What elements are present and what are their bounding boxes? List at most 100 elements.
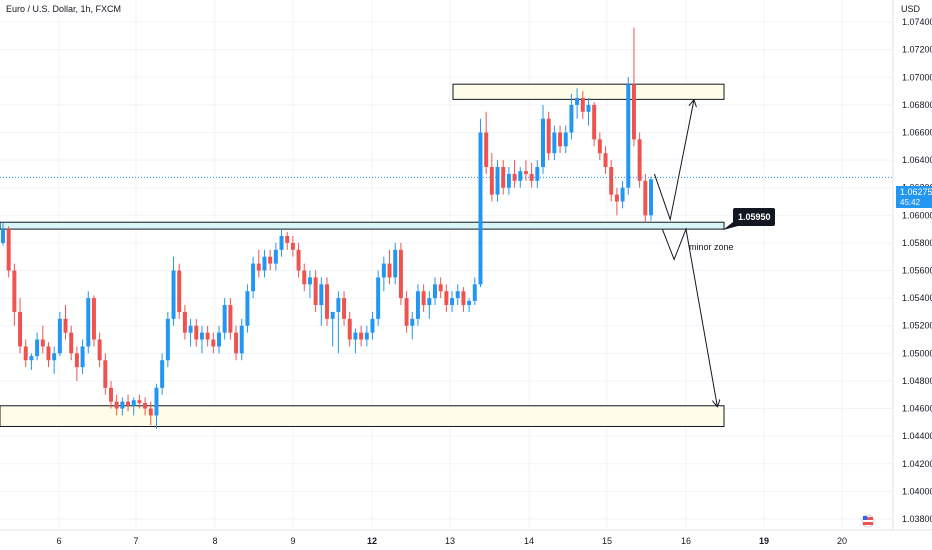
candle-body bbox=[23, 346, 28, 361]
flag-icon-red bbox=[863, 517, 873, 520]
upper-zone[interactable] bbox=[452, 83, 725, 100]
candle bbox=[273, 242, 278, 271]
candle-body bbox=[541, 118, 545, 168]
candle bbox=[74, 346, 79, 381]
flag-icon-blue bbox=[863, 516, 867, 520]
time-tick-9: 19 bbox=[759, 536, 769, 546]
flag-icon[interactable] bbox=[861, 514, 875, 528]
candle bbox=[614, 187, 619, 216]
candle-body bbox=[273, 249, 278, 264]
minor-zone[interactable] bbox=[0, 221, 725, 230]
candle bbox=[484, 111, 489, 174]
price-tick-9: 1.05600 bbox=[902, 266, 932, 276]
price-tick-13: 1.04800 bbox=[902, 376, 932, 386]
candle-body bbox=[1, 229, 5, 243]
candle-body bbox=[205, 332, 210, 340]
candle bbox=[171, 256, 176, 326]
candle-body bbox=[194, 325, 199, 340]
candle-body bbox=[69, 332, 74, 354]
last-price-badge: 1.06275 45:42 bbox=[896, 186, 932, 208]
candle-body bbox=[63, 318, 68, 333]
candle-body bbox=[592, 104, 597, 140]
minor-zone-label: minor zone bbox=[689, 242, 734, 252]
candle-body bbox=[427, 298, 432, 306]
candle-body bbox=[171, 270, 176, 319]
time-tick-10: 20 bbox=[837, 536, 847, 546]
candle-body bbox=[489, 167, 494, 195]
candle bbox=[262, 249, 267, 278]
candle bbox=[245, 284, 250, 333]
price-axis[interactable]: 1.07400 1.07200 1.07000 1.06800 1.06600 1.064… bbox=[902, 17, 932, 524]
candle bbox=[302, 263, 307, 292]
candle bbox=[518, 167, 523, 188]
candle-body bbox=[586, 104, 591, 112]
candle bbox=[393, 242, 398, 285]
price-tick-15: 1.04400 bbox=[902, 431, 932, 441]
candle-body bbox=[398, 249, 403, 299]
price-tick-2: 1.07000 bbox=[902, 72, 932, 82]
candle bbox=[194, 318, 199, 347]
candle bbox=[307, 270, 312, 299]
candle-body bbox=[103, 360, 108, 388]
candle-body bbox=[353, 332, 358, 340]
time-axis[interactable]: 6 7 8 9 12 13 14 15 16 19 20 bbox=[56, 536, 847, 546]
candle bbox=[29, 353, 34, 370]
candle bbox=[575, 88, 580, 119]
candle-body bbox=[620, 187, 625, 202]
candle bbox=[353, 328, 358, 354]
candle-body bbox=[370, 318, 375, 333]
candle-body bbox=[381, 263, 386, 278]
lower-zone[interactable] bbox=[0, 405, 725, 427]
candle-body bbox=[347, 318, 352, 340]
price-callout[interactable]: 1.05950 bbox=[723, 208, 775, 230]
candle bbox=[535, 160, 540, 188]
candle bbox=[410, 311, 415, 340]
candle-body bbox=[251, 263, 256, 292]
candle bbox=[643, 173, 648, 223]
bearish-path[interactable] bbox=[661, 227, 717, 406]
candle-body bbox=[359, 332, 364, 340]
candle-body bbox=[256, 263, 261, 271]
candle-body bbox=[131, 400, 136, 406]
price-callout-value: 1.05950 bbox=[738, 212, 771, 222]
time-tick-7: 15 bbox=[602, 536, 612, 546]
candle bbox=[586, 97, 591, 126]
candle bbox=[69, 325, 74, 361]
candle-body bbox=[433, 284, 437, 299]
candle bbox=[114, 394, 119, 416]
candle bbox=[228, 298, 233, 340]
grid-lines bbox=[0, 0, 893, 530]
candle-body bbox=[455, 291, 460, 299]
candle-body bbox=[404, 298, 409, 326]
price-tick-7: 1.06000 bbox=[902, 210, 932, 220]
candle-body bbox=[421, 291, 426, 306]
candle bbox=[649, 176, 653, 221]
candle bbox=[46, 342, 51, 368]
candle-body bbox=[120, 401, 125, 409]
price-zones bbox=[0, 83, 725, 427]
candle-body bbox=[330, 311, 335, 319]
candle-body bbox=[12, 270, 17, 312]
currency-label: USD bbox=[901, 4, 921, 14]
candle-body bbox=[580, 97, 585, 112]
time-tick-2: 8 bbox=[212, 536, 217, 546]
candle-body bbox=[234, 332, 239, 354]
price-tick-5: 1.06400 bbox=[902, 155, 932, 165]
candle bbox=[620, 180, 625, 209]
candle bbox=[404, 291, 409, 333]
candle bbox=[637, 132, 642, 188]
candle-body bbox=[484, 132, 489, 168]
candle-body bbox=[290, 242, 295, 250]
bullish-path[interactable] bbox=[653, 101, 693, 222]
candle bbox=[398, 242, 403, 306]
candle-body bbox=[563, 132, 568, 147]
candle bbox=[103, 353, 108, 395]
candle bbox=[387, 249, 392, 285]
candle-body bbox=[597, 139, 602, 154]
candle-body bbox=[97, 339, 102, 361]
candle-body bbox=[86, 298, 91, 347]
candle bbox=[86, 291, 91, 354]
candle bbox=[131, 397, 136, 416]
candle-body bbox=[558, 132, 563, 147]
last-price-badge-bg bbox=[896, 186, 932, 208]
